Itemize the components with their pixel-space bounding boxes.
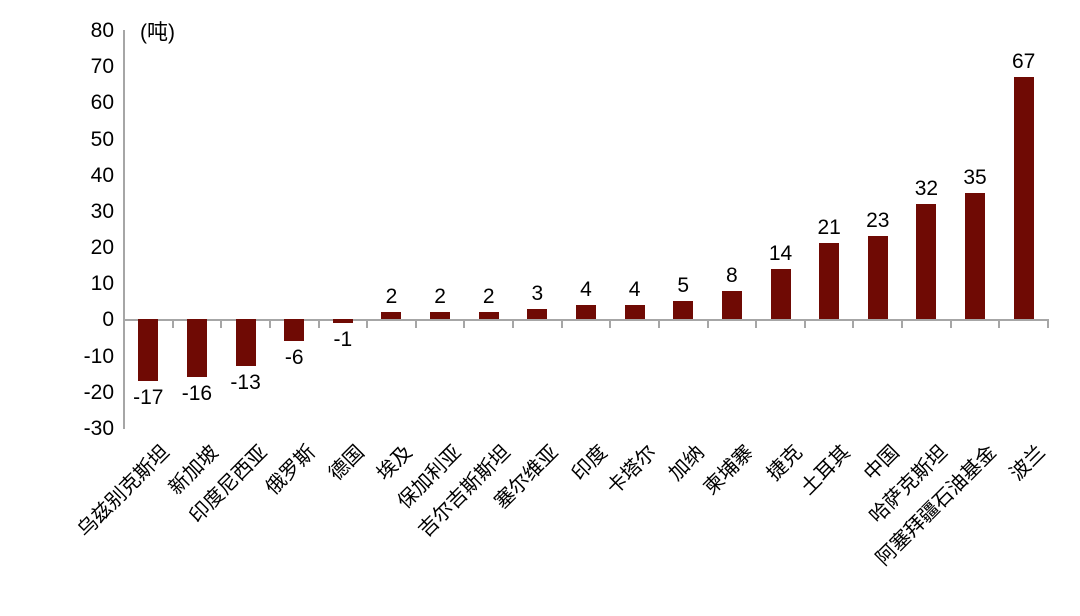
x-tick-mark bbox=[268, 321, 271, 328]
x-tick-mark bbox=[463, 321, 466, 328]
x-tick-mark bbox=[755, 321, 758, 328]
value-label: 3 bbox=[531, 281, 544, 305]
y-tick-label: 30 bbox=[90, 199, 114, 223]
bar bbox=[576, 304, 596, 320]
value-label: 32 bbox=[914, 176, 939, 200]
bar bbox=[965, 192, 986, 320]
value-label: 21 bbox=[817, 216, 841, 240]
y-tick-label: 50 bbox=[90, 127, 114, 151]
category-label: 土耳其 bbox=[797, 441, 856, 500]
x-tick-mark bbox=[560, 321, 563, 328]
category-label: 波兰 bbox=[1005, 441, 1050, 486]
bar bbox=[916, 203, 937, 320]
bar bbox=[284, 319, 305, 342]
x-axis-zero-line bbox=[123, 319, 1049, 321]
bar bbox=[721, 290, 742, 320]
category-label: 加纳 bbox=[665, 441, 710, 486]
value-label: 2 bbox=[434, 285, 446, 309]
value-label: 14 bbox=[768, 241, 793, 265]
bar bbox=[478, 312, 499, 320]
category-label: 印度 bbox=[568, 441, 612, 486]
x-tick-mark bbox=[220, 321, 223, 328]
x-tick-mark bbox=[852, 321, 855, 328]
y-tick-label: 80 bbox=[90, 19, 114, 42]
x-tick-mark bbox=[171, 321, 174, 328]
y-tick-label: 60 bbox=[90, 91, 114, 115]
category-label: 柬埔寨 bbox=[699, 441, 758, 500]
y-tick-label: 20 bbox=[90, 236, 114, 260]
value-label: 4 bbox=[580, 277, 592, 301]
x-tick-mark bbox=[366, 321, 369, 328]
x-tick-mark bbox=[657, 321, 660, 328]
bar bbox=[819, 243, 840, 320]
x-tick-mark bbox=[706, 321, 709, 328]
x-tick-mark bbox=[609, 321, 612, 328]
y-axis-line bbox=[123, 30, 125, 429]
x-tick-mark bbox=[123, 321, 125, 328]
x-tick-mark bbox=[1047, 321, 1049, 328]
value-label: 2 bbox=[482, 285, 495, 309]
bar bbox=[624, 304, 645, 320]
value-label: 4 bbox=[628, 277, 641, 301]
value-label: 5 bbox=[677, 274, 690, 298]
x-tick-mark bbox=[803, 321, 806, 328]
y-tick-label: 70 bbox=[90, 55, 114, 79]
x-tick-mark bbox=[317, 321, 320, 328]
value-label: -6 bbox=[284, 346, 304, 370]
bar bbox=[430, 312, 451, 320]
x-tick-mark bbox=[998, 321, 1001, 328]
category-label: 埃及 bbox=[373, 441, 418, 486]
value-label: -13 bbox=[230, 371, 261, 395]
x-tick-mark bbox=[512, 321, 515, 328]
x-tick-mark bbox=[901, 321, 904, 328]
x-tick-mark bbox=[414, 321, 417, 328]
x-tick-mark bbox=[949, 321, 952, 328]
value-label: 8 bbox=[726, 263, 738, 287]
bar bbox=[1013, 77, 1034, 320]
bar bbox=[138, 319, 159, 381]
category-label: 捷克 bbox=[762, 441, 807, 486]
value-label: 35 bbox=[963, 165, 987, 189]
y-tick-label: 10 bbox=[90, 272, 114, 296]
y-tick-label: -30 bbox=[83, 417, 114, 440]
value-label: -16 bbox=[181, 382, 213, 406]
category-label: 俄罗斯 bbox=[262, 441, 321, 500]
y-tick-label: 40 bbox=[90, 163, 114, 187]
bar bbox=[673, 301, 694, 320]
y-tick-label: -20 bbox=[83, 380, 114, 404]
value-label: -1 bbox=[333, 328, 353, 352]
bar bbox=[381, 312, 402, 320]
category-label: 德国 bbox=[324, 441, 369, 486]
category-label: 卡塔尔 bbox=[602, 441, 661, 500]
value-label: -17 bbox=[133, 385, 164, 409]
value-label: 23 bbox=[866, 209, 890, 233]
bar bbox=[770, 268, 791, 320]
value-label: 67 bbox=[1011, 50, 1036, 74]
category-label: 乌兹别克斯坦 bbox=[73, 441, 175, 542]
category-label: 中国 bbox=[859, 441, 904, 486]
bar bbox=[527, 308, 548, 320]
y-tick-label: -10 bbox=[83, 344, 114, 368]
bar bbox=[332, 319, 353, 324]
bar bbox=[186, 319, 207, 378]
bar bbox=[867, 236, 888, 320]
y-tick-label: 0 bbox=[102, 308, 114, 332]
axis-unit-label: (吨) bbox=[140, 21, 175, 44]
bar bbox=[235, 319, 256, 367]
value-label: 2 bbox=[385, 285, 398, 309]
